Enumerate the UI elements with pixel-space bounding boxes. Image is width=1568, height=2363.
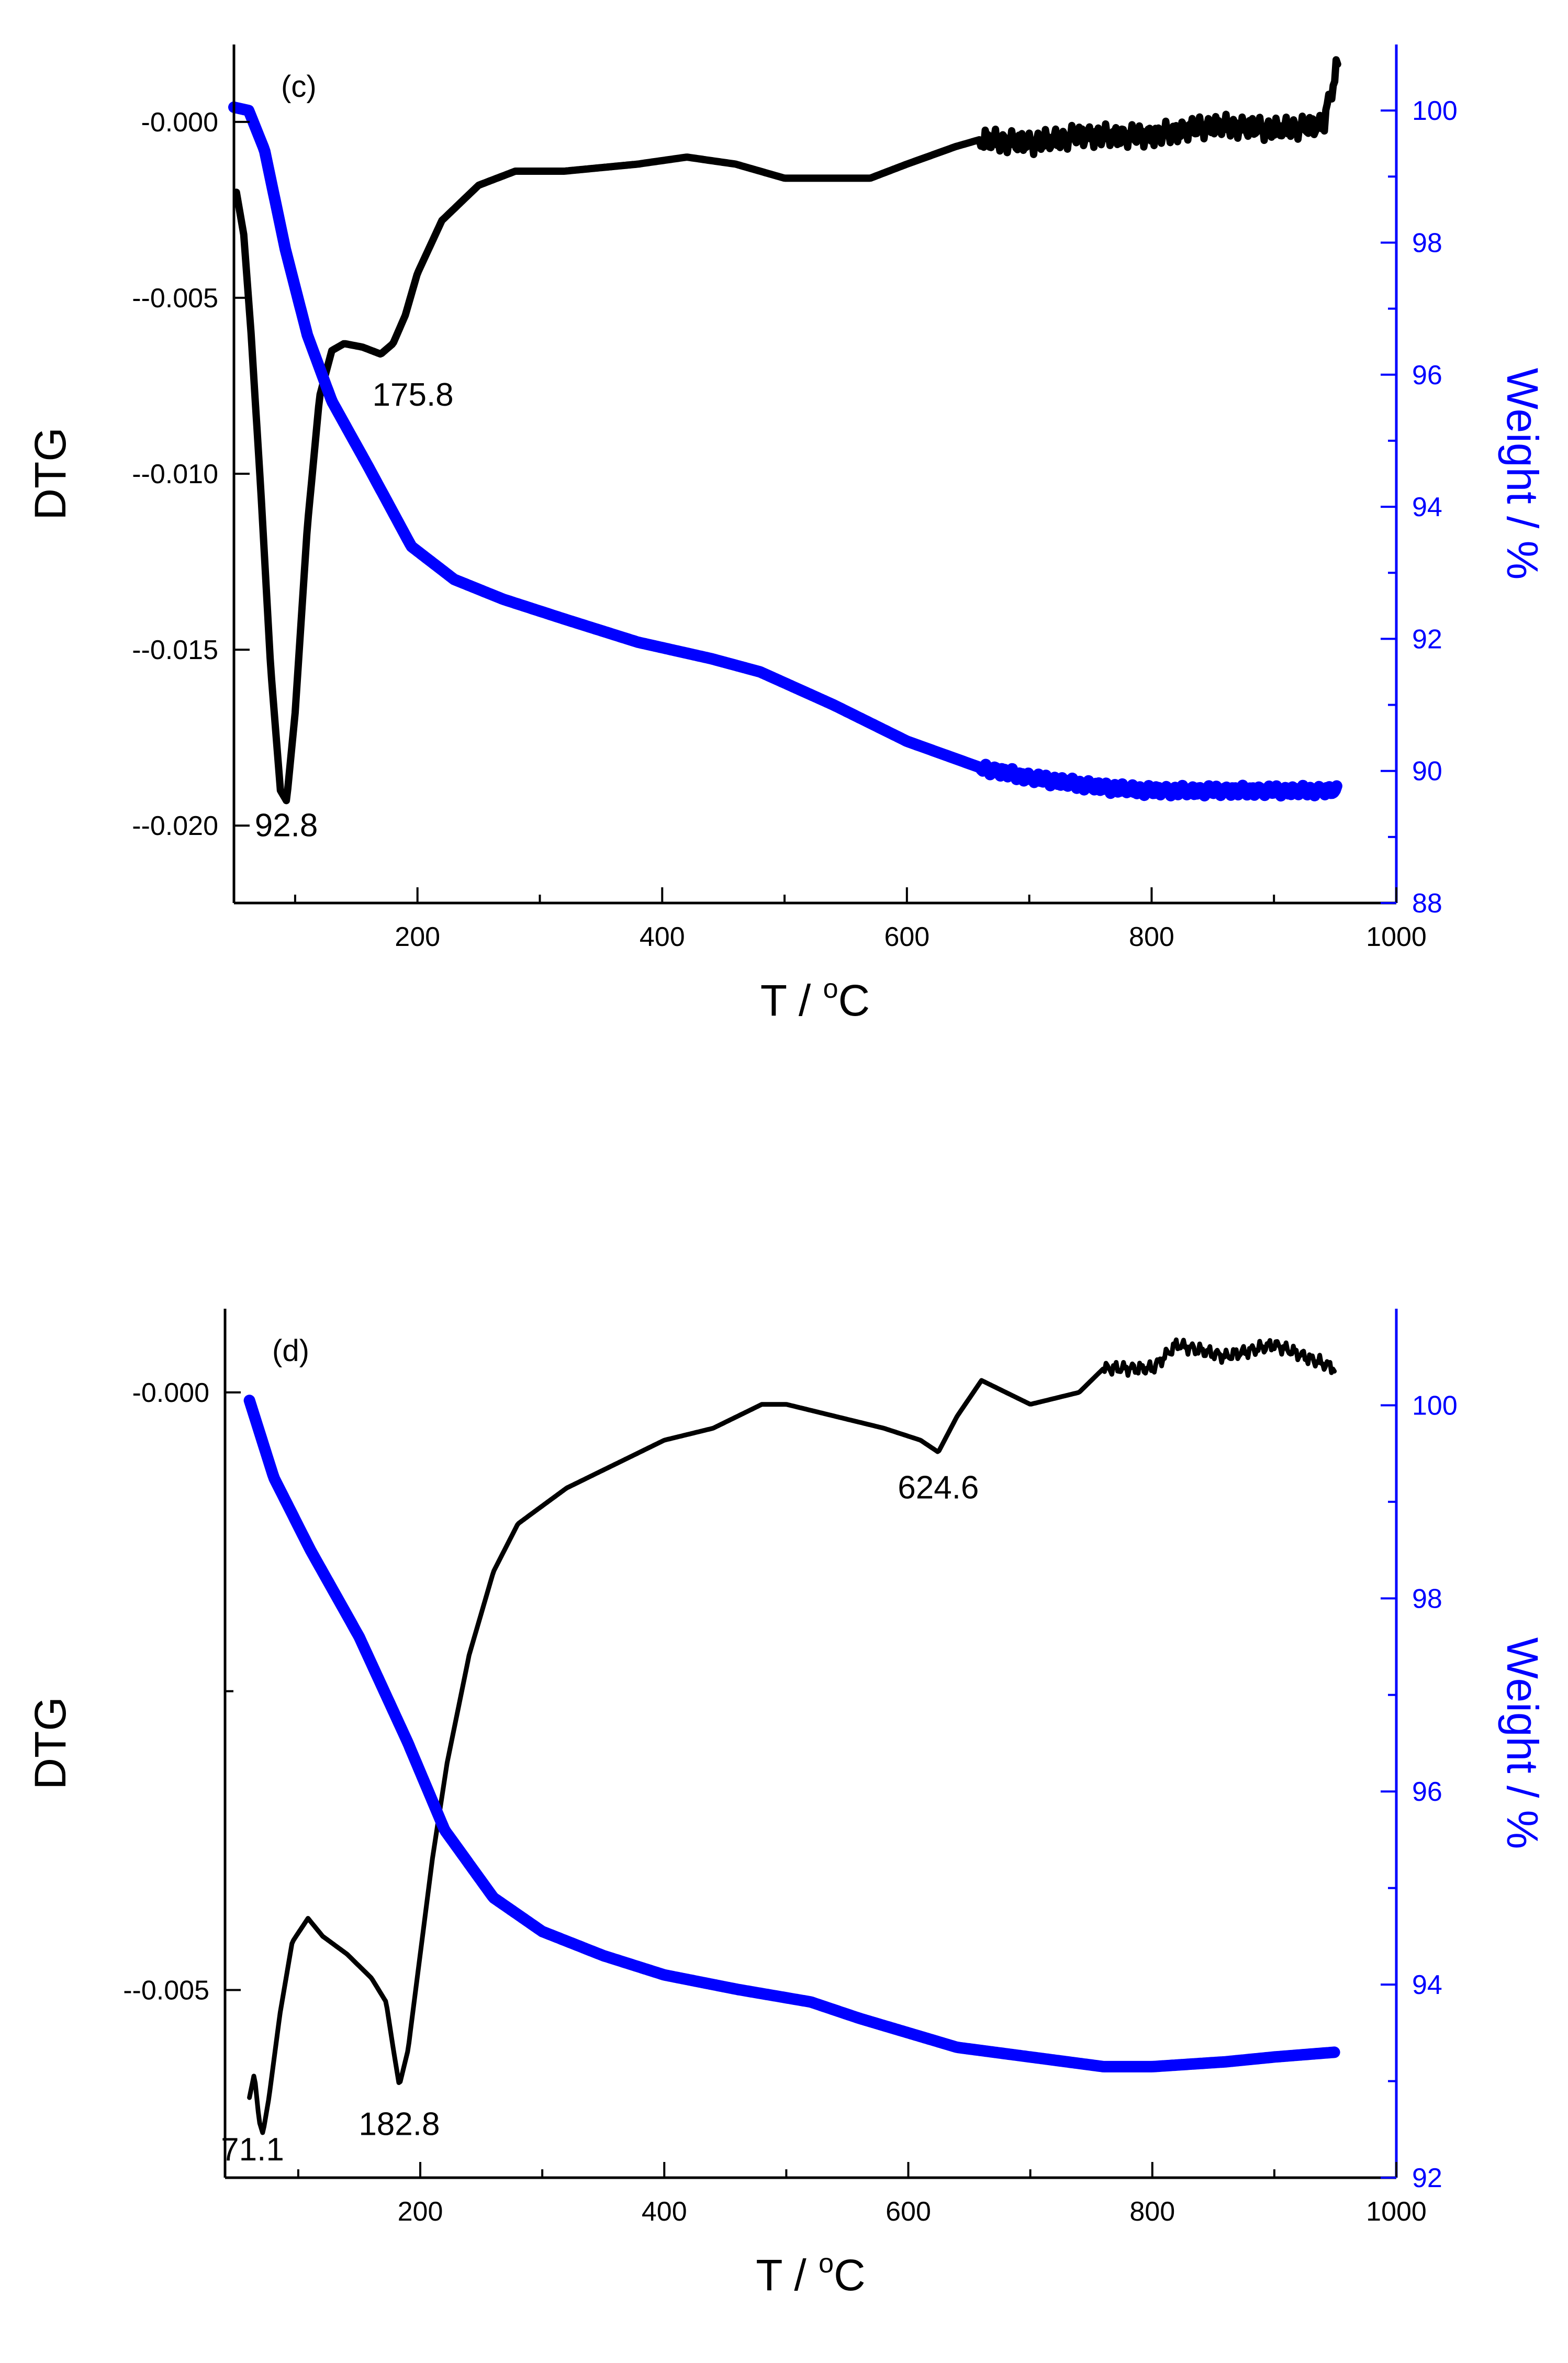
chart-panel-c: 200 400 600 800 1000 -0.000 --0.005 --0.010 --0.… xyxy=(26,44,1547,1025)
x-axis-title-degree: o xyxy=(819,2248,834,2279)
panel-label: (c) xyxy=(281,70,317,104)
x-tick-label: 600 xyxy=(886,2197,931,2227)
peak-annotation: 175.8 xyxy=(373,377,454,413)
x-tick-label: 1000 xyxy=(1366,2197,1427,2227)
x-tick-label: 800 xyxy=(1129,922,1174,952)
y2-tick-label: 96 xyxy=(1412,1777,1442,1807)
series-weight-line xyxy=(243,1395,1340,2072)
y2-tick-label: 90 xyxy=(1412,756,1442,787)
x-tick-label: 200 xyxy=(395,922,440,952)
y-tick-label: --0.010 xyxy=(132,459,218,489)
x-axis-title-unit: C xyxy=(838,976,870,1025)
x-tick-label: 400 xyxy=(642,2197,687,2227)
x-axis-title: T / oC xyxy=(760,974,870,1025)
x-tick-label: 200 xyxy=(398,2197,443,2227)
y-tick-label: -0.000 xyxy=(132,1378,209,1408)
y2-tick-label: 88 xyxy=(1412,888,1442,919)
y2-tick-label: 94 xyxy=(1412,1970,1442,2000)
x-axis-title: T / oC xyxy=(756,2248,865,2300)
y-tick-label: --0.020 xyxy=(132,811,218,841)
x-axis-title-degree: o xyxy=(823,974,838,1004)
x-tick-label: 800 xyxy=(1129,2197,1175,2227)
y2-tick-label: 92 xyxy=(1412,624,1442,654)
y2-tick-label: 92 xyxy=(1412,2163,1442,2193)
peak-annotation: 182.8 xyxy=(359,2106,440,2142)
y-tick-label: --0.005 xyxy=(123,1976,209,2006)
x-axis-title-text: T / xyxy=(760,976,823,1025)
y-axis-title: DTG xyxy=(26,1697,75,1789)
y2-tick-label: 98 xyxy=(1412,1584,1442,1614)
y2-tick-label: 94 xyxy=(1412,492,1442,522)
y-tick-label: --0.015 xyxy=(132,635,218,665)
y2-tick-label: 98 xyxy=(1412,228,1442,258)
peak-annotation: 71.1 xyxy=(221,2132,284,2168)
x-axis-title-text: T / xyxy=(756,2250,819,2300)
panel-label: (d) xyxy=(272,1334,309,1368)
series-dtg-line xyxy=(232,56,1341,805)
y2-tick-label: 96 xyxy=(1412,360,1442,391)
y-tick-label: --0.005 xyxy=(132,283,218,314)
series-weight-line xyxy=(228,101,1342,802)
y2-axis-title: Weight / % xyxy=(1498,1637,1547,1849)
y2-axis-title: Weight / % xyxy=(1498,368,1547,580)
peak-annotation: 92.8 xyxy=(255,807,318,843)
series-dtg-line xyxy=(247,1337,1337,2135)
x-tick-label: 400 xyxy=(640,922,685,952)
x-tick-label: 1000 xyxy=(1366,922,1427,952)
peak-annotation: 624.6 xyxy=(898,1469,979,1506)
x-tick-label: 600 xyxy=(884,922,929,952)
y2-tick-label: 100 xyxy=(1412,96,1458,126)
y-tick-label: -0.000 xyxy=(141,107,218,138)
chart-panel-d: 200 400 600 800 1000 -0.000 --0.005 92 94 96 98 100… xyxy=(26,1309,1547,2300)
y-axis-title: DTG xyxy=(26,427,75,520)
x-axis-title-unit: C xyxy=(834,2250,866,2300)
y2-tick-label: 100 xyxy=(1412,1390,1458,1421)
